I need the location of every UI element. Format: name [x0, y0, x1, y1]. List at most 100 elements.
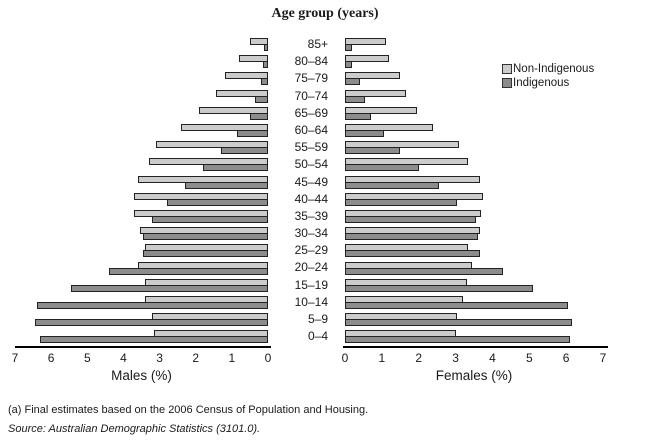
male-bars	[15, 36, 268, 53]
female-bars	[345, 53, 603, 70]
male-bars	[15, 191, 268, 208]
bar-female-indigenous	[345, 164, 419, 172]
age-group-label: 35–39	[294, 208, 328, 223]
bar-male-indigenous	[184, 181, 268, 189]
female-bars	[345, 156, 603, 173]
male-bars	[15, 174, 268, 191]
pyramid-row: 10–14	[15, 294, 603, 311]
bar-male-non-indigenous	[155, 141, 268, 149]
pyramid-row: 80–84	[15, 53, 603, 70]
legend-label-indigenous: Indigenous	[513, 77, 570, 89]
axis-tick-label: 2	[415, 351, 423, 365]
bar-female-indigenous	[345, 95, 366, 103]
bar-male-indigenous	[221, 147, 268, 155]
age-group-label: 20–24	[294, 260, 328, 275]
pyramid-row: 0–4	[15, 328, 603, 345]
bar-female-non-indigenous	[345, 38, 386, 46]
pyramid-row: 20–24	[15, 259, 603, 276]
bar-female-indigenous	[345, 147, 401, 155]
bar-female-indigenous	[345, 44, 353, 52]
bar-male-indigenous	[260, 78, 268, 86]
female-bars	[345, 311, 603, 328]
bar-male-indigenous	[264, 44, 268, 52]
male-bars	[15, 88, 268, 105]
male-bars	[15, 311, 268, 328]
bar-female-non-indigenous	[345, 89, 406, 97]
female-bars	[345, 191, 603, 208]
axis-tick-label: 6	[562, 351, 570, 365]
bar-male-indigenous	[34, 319, 268, 327]
pyramid-row: 85+	[15, 36, 603, 53]
pyramid-row: 25–29	[15, 242, 603, 259]
male-bars	[15, 139, 268, 156]
male-bars	[15, 53, 268, 70]
axis-titles: Males (%) Females (%)	[0, 368, 650, 386]
pyramid-row: 75–79	[15, 70, 603, 87]
age-group-label: 30–34	[294, 226, 328, 241]
pyramid-row: 70–74	[15, 88, 603, 105]
axis-tick-label: 1	[378, 351, 386, 365]
bar-male-indigenous	[36, 301, 268, 309]
bar-male-non-indigenous	[239, 55, 268, 63]
bar-female-indigenous	[345, 215, 476, 223]
female-bars	[345, 122, 603, 139]
axis-tick-label: 5	[83, 351, 91, 365]
female-bars	[345, 277, 603, 294]
bar-male-non-indigenous	[224, 72, 268, 80]
bar-female-indigenous	[345, 250, 480, 258]
bar-male-indigenous	[71, 284, 268, 292]
female-bars	[345, 70, 603, 87]
male-bars	[15, 225, 268, 242]
pyramid-row: 60–64	[15, 122, 603, 139]
bar-female-indigenous	[345, 336, 570, 344]
age-group-label: 60–64	[294, 122, 328, 137]
bar-male-indigenous	[249, 112, 268, 120]
female-bars	[345, 139, 603, 156]
bar-male-indigenous	[143, 233, 268, 241]
chart-title: Age group (years)	[271, 6, 379, 21]
age-group-label: 55–59	[294, 140, 328, 155]
axis-tick-label: 6	[47, 351, 55, 365]
pyramid-row: 65–69	[15, 105, 603, 122]
females-axis-baseline	[343, 346, 608, 348]
pyramid-row: 50–54	[15, 156, 603, 173]
bar-male-non-indigenous	[199, 106, 268, 114]
age-group-label: 45–49	[294, 174, 328, 189]
bar-male-non-indigenous	[249, 38, 268, 46]
axis-tick-label: 4	[489, 351, 496, 365]
bar-female-indigenous	[345, 130, 384, 138]
legend-swatch-indigenous-icon	[502, 78, 512, 88]
age-group-label: 75–79	[294, 71, 328, 86]
females-axis-title: Females (%)	[435, 368, 513, 383]
bar-female-indigenous	[345, 181, 439, 189]
bar-male-indigenous	[237, 130, 268, 138]
bar-female-non-indigenous	[345, 55, 390, 63]
axis-baselines	[15, 346, 608, 348]
bar-male-indigenous	[166, 198, 268, 206]
bar-male-indigenous	[202, 164, 268, 172]
male-bars	[15, 105, 268, 122]
bar-female-non-indigenous	[345, 141, 460, 149]
age-group-label: 25–29	[294, 243, 328, 258]
pyramid-row: 40–44	[15, 191, 603, 208]
bar-female-indigenous	[345, 284, 533, 292]
axis-tick-label: 0	[341, 351, 349, 365]
pyramid-row: 30–34	[15, 225, 603, 242]
pyramid-row: 55–59	[15, 139, 603, 156]
male-bars	[15, 294, 268, 311]
axis-tick-label: 4	[120, 351, 127, 365]
bar-male-indigenous	[40, 336, 268, 344]
males-axis-baseline	[15, 346, 271, 348]
pyramid-row: 15–19	[15, 277, 603, 294]
axis-tick-label: 7	[599, 351, 607, 365]
male-bars	[15, 242, 268, 259]
bar-male-indigenous	[262, 61, 268, 69]
female-bars	[345, 208, 603, 225]
male-bars	[15, 259, 268, 276]
male-bars	[15, 208, 268, 225]
bar-female-indigenous	[345, 78, 360, 86]
bar-female-indigenous	[345, 233, 478, 241]
age-group-label: 5–9	[307, 312, 328, 326]
axis-ticks: 7 6 5 4 3 2 1 0 0 1 2 3 4 5 6 7	[12, 351, 607, 366]
